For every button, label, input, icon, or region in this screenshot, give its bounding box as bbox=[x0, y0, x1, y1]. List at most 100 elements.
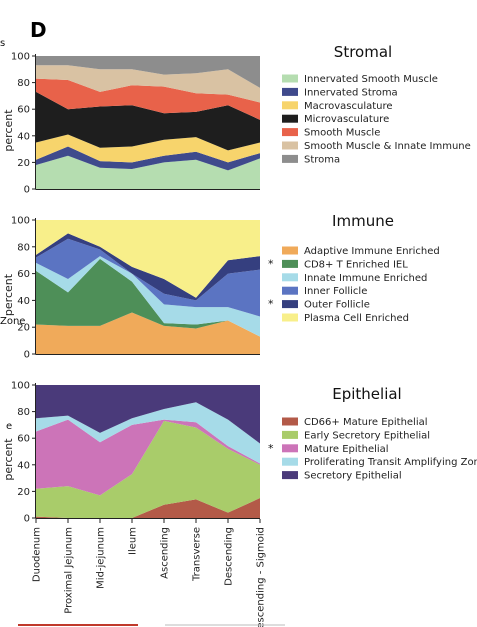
y-tick-label: 60 bbox=[17, 105, 30, 116]
x-axis-shared: Duodenum Proximal Jejunum Mid-jejunum Ileum… bbox=[32, 519, 267, 627]
legend-swatch-mature-epithelial bbox=[282, 444, 298, 453]
legend-swatch-microvasculature bbox=[282, 114, 298, 123]
y-axis-label: percent bbox=[2, 273, 15, 316]
y-tick-label: 20 bbox=[17, 323, 30, 334]
panel-letter: D bbox=[30, 18, 47, 42]
legend-label-cd8-t-enriched-iel: CD8+ T Enriched IEL bbox=[304, 259, 408, 270]
area-macrovasculature bbox=[36, 134, 260, 163]
legend-swatch-early-secretory-epithelial bbox=[282, 430, 298, 439]
y-tick-label: 80 bbox=[17, 242, 30, 253]
legend-label-secretory-epithelial: Secretory Epithelial bbox=[304, 471, 402, 482]
area-plasma-cell-enriched bbox=[36, 220, 260, 298]
y-tick-label: 0 bbox=[24, 514, 30, 525]
legend-swatch-stroma bbox=[282, 154, 298, 163]
legend-swatch-innervated-smooth-muscle bbox=[282, 74, 298, 83]
legend-label-smooth-muscle-innate-immune: Smooth Muscle & Innate Immune bbox=[304, 141, 471, 152]
area-innervated-smooth-muscle bbox=[36, 155, 260, 189]
legend-label-innervated-stroma: Innervated Stroma bbox=[304, 87, 398, 98]
legend-label-early-secretory-epithelial: Early Secretory Epithelial bbox=[304, 430, 430, 441]
y-tick-label: 100 bbox=[11, 52, 30, 63]
area-stroma bbox=[36, 56, 260, 88]
y-axis-label: percent bbox=[2, 438, 15, 481]
legend-label-innate-immune-enriched: Innate Immune Enriched bbox=[304, 273, 427, 284]
legend-label-plasma-cell-enriched: Plasma Cell Enriched bbox=[304, 313, 409, 324]
y-tick-label: 80 bbox=[17, 78, 30, 89]
legend-swatch-adaptive-immune-enriched bbox=[282, 246, 298, 255]
chart-title: Stromal bbox=[334, 43, 392, 61]
significance-star: * bbox=[268, 257, 274, 270]
cut-left-label-3: e bbox=[6, 421, 12, 432]
chart-panel-immune: 0 20 40 60 80 100 percent Immune Adaptive Immune… bbox=[2, 212, 440, 361]
area-microvasculature bbox=[36, 91, 260, 151]
y-tick-label: 40 bbox=[17, 460, 30, 471]
x-category-label-ileum: Ileum bbox=[128, 527, 139, 555]
y-tick-label: 40 bbox=[17, 131, 30, 142]
y-axis-label: percent bbox=[2, 109, 15, 152]
area-secretory-epithelial bbox=[36, 385, 260, 444]
legend-label-macrovasculature: Macrovasculature bbox=[304, 101, 393, 112]
y-tick-label: 0 bbox=[24, 185, 30, 196]
area-smooth-muscle bbox=[36, 78, 260, 120]
legend-immune: Adaptive Immune Enriched * CD8+ T Enriched… bbox=[268, 246, 440, 324]
x-category-label-ascending: Ascending bbox=[160, 527, 171, 579]
chart-panel-stromal: 0 20 40 60 80 100 percent Stromal Innervated Smo… bbox=[2, 43, 471, 196]
chart-title: Epithelial bbox=[332, 385, 401, 403]
legend-swatch-innate-immune-enriched bbox=[282, 273, 298, 282]
y-tick-label: 40 bbox=[17, 296, 30, 307]
y-tick-label: 100 bbox=[11, 381, 30, 392]
cut-left-label-1: s bbox=[0, 38, 5, 49]
legend-swatch-plasma-cell-enriched bbox=[282, 313, 298, 322]
legend-label-inner-follicle: Inner Follicle bbox=[304, 286, 367, 297]
legend-swatch-cd66-mature-epithelial bbox=[282, 417, 298, 426]
legend-swatch-cd8-t-enriched-iel bbox=[282, 259, 298, 268]
legend-swatch-macrovasculature bbox=[282, 101, 298, 110]
legend-label-microvasculature: Microvasculature bbox=[304, 114, 389, 125]
chart-title: Immune bbox=[332, 212, 394, 230]
significance-star: * bbox=[268, 442, 274, 455]
legend-label-stroma: Stroma bbox=[304, 154, 340, 165]
legend-label-innervated-smooth-muscle: Innervated Smooth Muscle bbox=[304, 74, 438, 85]
legend-label-cd66-mature-epithelial: CD66+ Mature Epithelial bbox=[304, 417, 428, 428]
x-category-label-descending: Descending bbox=[224, 527, 235, 586]
x-category-label-transverse: Transverse bbox=[192, 527, 203, 582]
area-cd8-t-enriched-iel bbox=[36, 258, 260, 337]
legend-swatch-secretory-epithelial bbox=[282, 471, 298, 480]
chart-panel-epithelial: 0 20 40 60 80 100 percent Epithelial CD66+ Matur… bbox=[2, 381, 477, 525]
y-tick-label: 80 bbox=[17, 407, 30, 418]
x-category-label-duodenum: Duodenum bbox=[32, 527, 43, 582]
area-cd66-mature-epithelial bbox=[36, 498, 260, 518]
area-innervated-stroma bbox=[36, 146, 260, 171]
chart-panels: 0 20 40 60 80 100 percent Stromal Innervated Smo… bbox=[2, 43, 477, 525]
significance-star: * bbox=[268, 298, 274, 311]
legend-label-outer-follicle: Outer Follicle bbox=[304, 300, 370, 311]
legend-label-mature-epithelial: Mature Epithelial bbox=[304, 444, 389, 455]
area-adaptive-immune-enriched bbox=[36, 312, 260, 354]
legend-swatch-outer-follicle bbox=[282, 300, 298, 309]
area-proliferating-transit-amplifying-zone bbox=[36, 402, 260, 464]
x-category-label-mid-jejunum: Mid-jejunum bbox=[96, 527, 107, 589]
legend-label-proliferating-transit-amplifying-zone: Proliferating Transit Amplifying Zone bbox=[304, 457, 477, 468]
legend-swatch-smooth-muscle bbox=[282, 128, 298, 137]
x-category-label-proximal-jejunum: Proximal Jejunum bbox=[64, 527, 75, 614]
y-tick-label: 20 bbox=[17, 487, 30, 498]
x-category-label-descending-sigmoid: Descending - Sigmoid bbox=[256, 527, 267, 627]
area-early-secretory-epithelial bbox=[36, 420, 260, 518]
y-tick-label: 0 bbox=[24, 350, 30, 361]
y-tick-label: 60 bbox=[17, 269, 30, 280]
legend-label-smooth-muscle: Smooth Muscle bbox=[304, 128, 380, 139]
area-mature-epithelial bbox=[36, 419, 260, 496]
legend-label-adaptive-immune-enriched: Adaptive Immune Enriched bbox=[304, 246, 440, 257]
legend-swatch-smooth-muscle-innate-immune bbox=[282, 141, 298, 150]
y-tick-label: 20 bbox=[17, 158, 30, 169]
area-smooth-muscle-innate-immune bbox=[36, 65, 260, 103]
y-tick-label: 100 bbox=[11, 216, 30, 227]
y-tick-label: 60 bbox=[17, 434, 30, 445]
legend-stromal: Innervated Smooth Muscle Innervated Strom… bbox=[282, 74, 471, 165]
legend-epithelial: CD66+ Mature Epithelial Early Secretory E… bbox=[268, 417, 477, 482]
legend-swatch-innervated-stroma bbox=[282, 87, 298, 96]
legend-swatch-proliferating-transit-amplifying-zone bbox=[282, 457, 298, 466]
area-innate-immune-enriched bbox=[36, 256, 260, 337]
cut-left-label-2: Zone bbox=[0, 316, 25, 327]
legend-swatch-inner-follicle bbox=[282, 286, 298, 295]
